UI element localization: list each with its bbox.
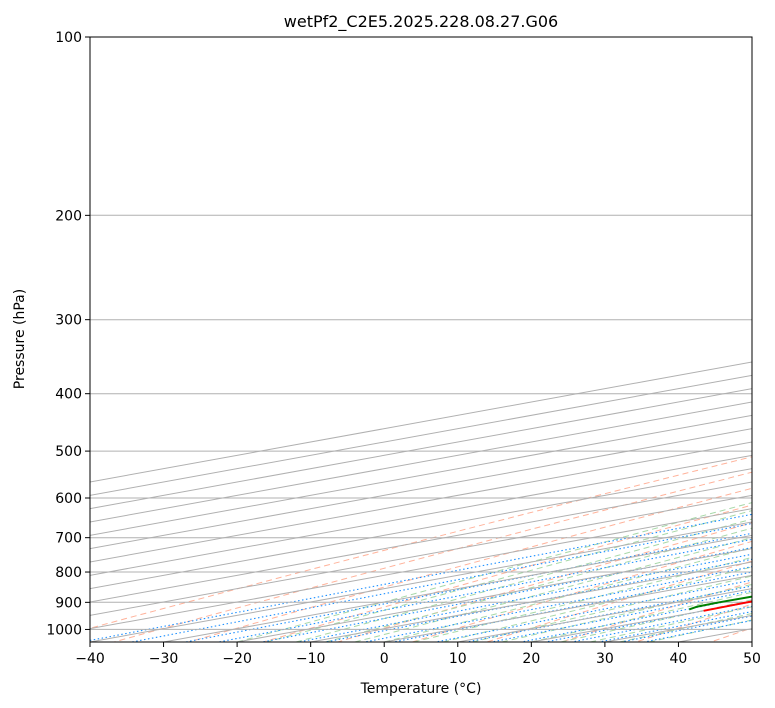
isotherm-gridline [751,641,752,642]
x-tick-label: −40 [75,651,105,667]
x-axis-label: Temperature (°C) [360,681,482,697]
y-tick-label: 700 [55,531,82,547]
moist-adiabat [236,502,752,642]
plot-frame [89,36,753,643]
y-tick-label: 500 [55,444,82,460]
isotherm-gridline [90,441,752,563]
x-tick-label: 20 [522,651,540,667]
y-tick-label: 1000 [46,622,82,638]
y-axis-ticks: 100 200 300 400 500 600 700 800 900 1000 [46,30,90,638]
isotherm-gridline [163,534,752,642]
moist-adiabat [295,518,752,642]
y-tick-label: 800 [55,565,82,581]
plot-area: -100-90-80-70-60-50-40-30-20-10010203040… [90,10,775,654]
dry-adiabat [90,456,752,629]
moist-adiabat [531,591,752,642]
y-tick-label: 400 [55,387,82,403]
dry-adiabat [752,10,775,654]
x-tick-label: 0 [380,651,389,667]
x-tick-label: −30 [149,651,179,667]
y-tick-label: 100 [55,30,82,46]
x-axis-ticks: −40 −30 −20 −10 0 10 20 30 40 50 [75,642,761,667]
y-tick-label: 200 [55,208,82,224]
isotherm-gridline [90,481,752,603]
y-tick-label: 600 [55,491,82,507]
dry-adiabats [90,10,775,654]
x-tick-label: 10 [449,651,467,667]
moist-adiabats [236,502,752,642]
y-tick-label: 300 [55,313,82,329]
moist-adiabat [560,599,752,642]
x-tick-label: 30 [596,651,614,667]
isotherm-gridline [90,521,752,642]
dry-adiabat [261,504,752,642]
chart-title: wetPf2_C2E5.2025.228.08.27.G06 [284,12,558,32]
moist-adiabat [266,510,752,642]
x-tick-label: 40 [670,651,688,667]
plot-background [90,37,752,642]
isotherm-gridline [90,494,752,616]
moist-adiabat [413,556,752,642]
y-axis-label: Pressure (hPa) [12,289,28,389]
x-tick-label: −10 [296,651,326,667]
x-tick-label: 50 [743,651,761,667]
isotherm-gridlines [90,361,752,642]
x-tick-label: −20 [222,651,252,667]
isotherm-gridline [90,428,752,550]
isotherm-gridline [90,468,752,590]
isobar-gridlines [90,37,752,630]
dry-adiabat [485,560,752,642]
isotherm-gridline [90,508,752,630]
moist-adiabat [325,527,752,642]
moist-adiabat [384,547,752,642]
moist-adiabat [472,575,752,642]
isotherm-gridline [90,454,752,576]
y-tick-label: 900 [55,595,82,611]
